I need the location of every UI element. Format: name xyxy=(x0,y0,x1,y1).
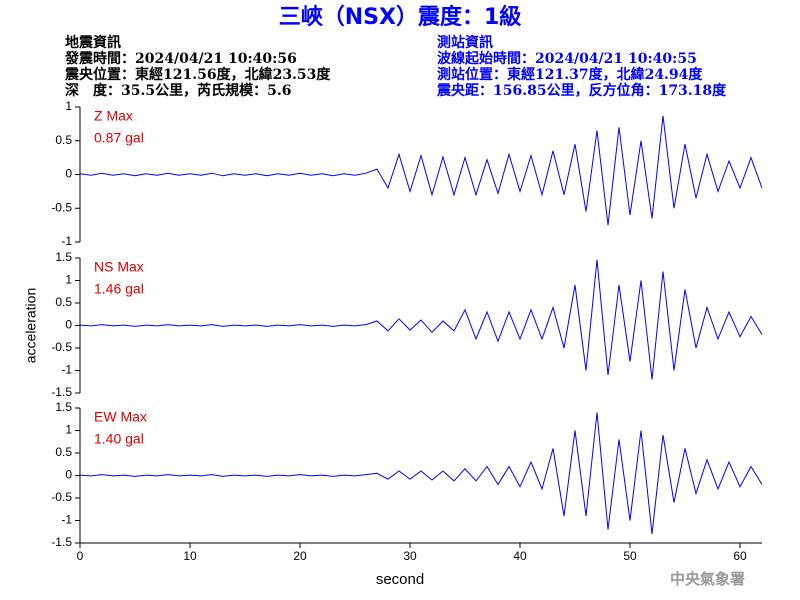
x-tick-label: 50 xyxy=(623,549,637,563)
y-tick-label: -0.5 xyxy=(51,340,72,354)
annotation: Z Max xyxy=(94,108,133,124)
y-tick-label: 0.5 xyxy=(55,133,72,147)
info-line: 波線起始時間：2024/04/21 10:40:55 xyxy=(437,50,697,67)
y-tick-label: -0.5 xyxy=(51,490,72,504)
x-tick-label: 0 xyxy=(77,549,84,563)
y-tick-label: -1.5 xyxy=(51,385,72,399)
x-axis-label: second xyxy=(376,571,424,588)
y-axis-label: acceleration xyxy=(23,288,39,364)
x-tick-label: 20 xyxy=(293,549,307,563)
y-tick-label: 1.5 xyxy=(55,250,72,264)
y-tick-label: 0 xyxy=(65,167,72,181)
y-tick-label: -1.5 xyxy=(51,535,72,549)
info-line: 發震時間：2024/04/21 10:40:56 xyxy=(64,50,297,67)
y-tick-label: 1 xyxy=(65,423,72,437)
footer: 中央氣象署 xyxy=(670,570,745,588)
info-line: 震央位置：東經121.56度，北緯23.53度 xyxy=(64,66,331,83)
x-tick-label: 10 xyxy=(183,549,197,563)
annotation: NS Max xyxy=(94,259,144,275)
x-tick-label: 40 xyxy=(513,549,527,563)
y-tick-label: 0.5 xyxy=(55,295,72,309)
y-tick-label: 1.5 xyxy=(55,400,72,414)
y-tick-label: -1 xyxy=(61,513,72,527)
y-tick-label: -0.5 xyxy=(51,200,72,214)
annotation: 0.87 gal xyxy=(94,130,144,146)
y-tick-label: 1 xyxy=(65,273,72,287)
info-line: 震央距：156.85公里，反方位角：173.18度 xyxy=(436,82,727,99)
waveform xyxy=(79,412,763,535)
x-tick-label: 60 xyxy=(733,549,747,563)
waveform xyxy=(79,115,763,226)
info-line: 測站資訊 xyxy=(437,34,493,51)
annotation: 1.40 gal xyxy=(94,431,144,447)
y-tick-label: -1 xyxy=(61,363,72,377)
y-tick-label: 0 xyxy=(65,468,72,482)
y-tick-label: -1 xyxy=(61,234,72,248)
y-tick-label: 1 xyxy=(65,99,72,113)
annotation: EW Max xyxy=(94,409,147,425)
info-line: 測站位置：東經121.37度，北緯24.94度 xyxy=(437,66,703,83)
y-tick-label: 0.5 xyxy=(55,445,72,459)
info-line: 深 度：35.5公里，芮氏規模：5.6 xyxy=(65,82,291,99)
x-tick-label: 30 xyxy=(403,549,417,563)
annotation: 1.46 gal xyxy=(94,281,144,297)
chart-title: 三峽（NSX）震度：1級 xyxy=(279,4,522,30)
waveform xyxy=(79,259,763,380)
info-line: 地震資訊 xyxy=(65,34,121,51)
y-tick-label: 0 xyxy=(65,318,72,332)
